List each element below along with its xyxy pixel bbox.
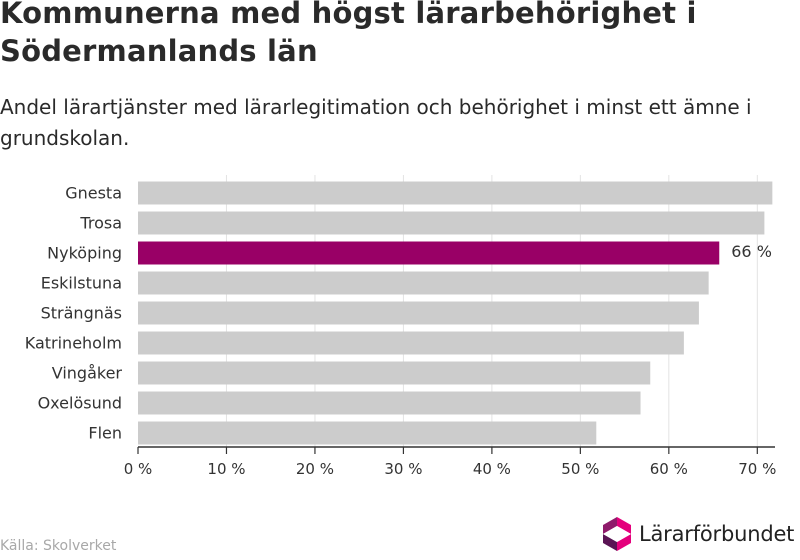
bars: [138, 181, 773, 445]
bar-2: [138, 241, 720, 265]
category-label: Vingåker: [52, 364, 123, 383]
category-label: Katrineholm: [25, 334, 122, 353]
category-labels: Gnesta Trosa Nyköping Eskilstuna Strängnäs Ka…: [25, 184, 123, 443]
highlight-value-label: 66 %: [731, 242, 772, 261]
bar-5: [138, 331, 684, 355]
x-tick-label: 70 %: [738, 460, 776, 478]
x-tick-label: 10 %: [207, 460, 245, 478]
bar-7: [138, 391, 641, 415]
lararforbundet-logo: Lärarförbundet: [601, 516, 794, 552]
lararforbundet-logo-icon: [603, 517, 631, 551]
data-labels: 66 %: [731, 242, 772, 261]
x-tick-label: 60 %: [650, 460, 688, 478]
bar-8: [138, 421, 597, 445]
bar-4: [138, 301, 699, 325]
x-tick-label: 0 %: [124, 460, 153, 478]
x-tick-label: 30 %: [384, 460, 422, 478]
bar-3: [138, 271, 709, 295]
chart-title: Kommunerna med högst lärarbehörighet i S…: [0, 0, 697, 68]
bar-1: [138, 211, 765, 235]
category-label: Oxelösund: [38, 394, 122, 413]
source-note: Källa: Skolverket: [0, 538, 117, 554]
x-axis-ticks: 0 % 10 % 20 % 30 % 40 % 50 % 60 % 70 %: [124, 447, 776, 478]
category-label: Nyköping: [47, 244, 122, 263]
category-label: Gnesta: [65, 184, 122, 203]
chart-subtitle: Andel lärartjänster med lärarlegitimatio…: [0, 95, 752, 150]
bar-6: [138, 361, 651, 385]
category-label: Eskilstuna: [41, 274, 122, 293]
x-tick-label: 50 %: [561, 460, 599, 478]
x-tick-label: 40 %: [473, 460, 511, 478]
x-tick-label: 20 %: [296, 460, 334, 478]
category-label: Trosa: [79, 214, 122, 233]
category-label: Strängnäs: [41, 304, 122, 323]
bar-chart: Gnesta Trosa Nyköping Eskilstuna Strängnäs Ka…: [25, 175, 776, 478]
bar-0: [138, 181, 773, 205]
category-label: Flen: [88, 424, 122, 443]
logo-text: Lärarförbundet: [639, 522, 795, 546]
